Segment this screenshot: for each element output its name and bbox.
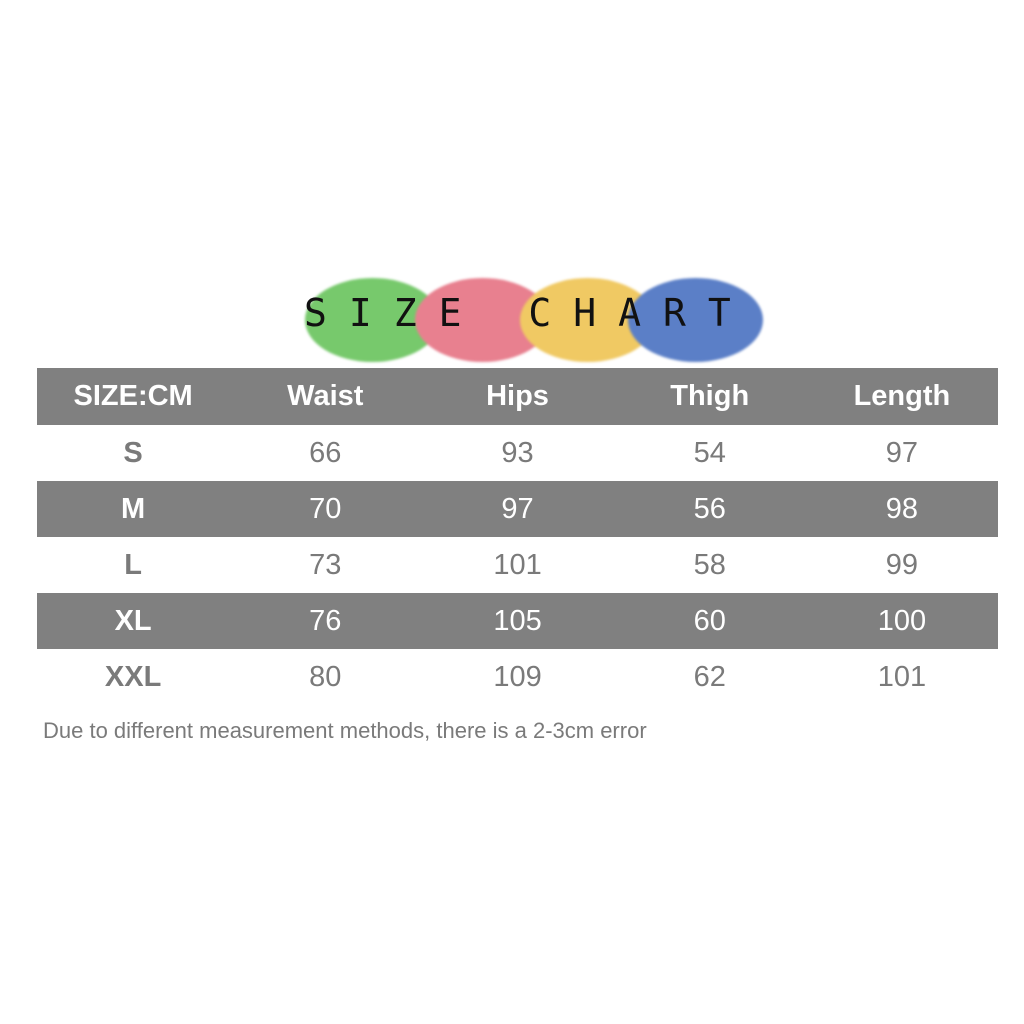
header-waist: Waist (287, 380, 364, 412)
blue-circle (628, 278, 763, 362)
waist-cell: 70 (309, 492, 342, 525)
size-table: SIZE:CM Waist Hips Thigh Length S 66 93 … (37, 368, 998, 705)
waist-cell: 80 (309, 660, 342, 693)
size-cell: L (124, 548, 142, 581)
size-cell: S (123, 436, 143, 469)
length-cell: 97 (885, 436, 919, 469)
size-chart-title-graphic: SIZE CHART (300, 270, 780, 365)
table-row: M 70 97 56 98 (37, 481, 998, 537)
table-header-row: SIZE:CM Waist Hips Thigh Length (37, 368, 998, 425)
table-row: XXL 80 109 62 101 (37, 649, 998, 705)
length-cell: 101 (877, 660, 927, 693)
waist-cell: 73 (309, 548, 342, 581)
size-cell: M (121, 492, 146, 525)
size-cell: XXL (104, 660, 162, 693)
table-row: XL 76 105 60 100 (37, 593, 998, 649)
waist-cell: 66 (309, 436, 342, 469)
thigh-cell: 58 (693, 548, 726, 581)
hips-cell: 105 (493, 604, 542, 637)
table-row: S 66 93 54 97 (37, 425, 998, 481)
waist-cell: 76 (309, 604, 342, 637)
hips-cell: 101 (493, 548, 542, 581)
length-cell: 98 (885, 492, 919, 525)
thigh-cell: 60 (693, 604, 726, 637)
length-cell: 100 (877, 604, 927, 637)
table-row: L 73 101 58 99 (37, 537, 998, 593)
hips-cell: 93 (501, 436, 534, 469)
length-cell: 99 (885, 548, 919, 581)
thigh-cell: 54 (693, 436, 726, 469)
header-thigh: Thigh (670, 380, 750, 412)
hips-cell: 109 (493, 660, 542, 693)
size-cell: XL (114, 604, 152, 637)
thigh-cell: 56 (693, 492, 726, 525)
header-size: SIZE:CM (73, 380, 193, 412)
header-length: Length (853, 380, 951, 412)
thigh-cell: 62 (693, 660, 726, 693)
chart-title: SIZE CHART (304, 291, 753, 335)
measurement-note: Due to different measurement methods, th… (43, 718, 647, 743)
header-hips: Hips (486, 380, 549, 412)
hips-cell: 97 (501, 492, 534, 525)
